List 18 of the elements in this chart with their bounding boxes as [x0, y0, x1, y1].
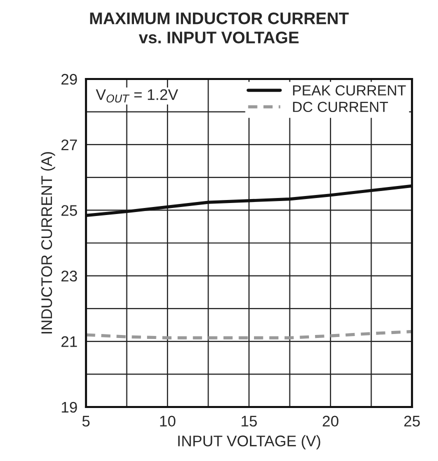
- x-tick-label: 10: [160, 416, 176, 427]
- line-series: [86, 330, 412, 340]
- legend-label: DC CURRENT: [293, 102, 388, 112]
- x-tick-label: 15: [242, 416, 257, 427]
- y-tick-label: 27: [61, 139, 77, 150]
- x-axis-title: INPUT VOLTAGE (V): [178, 435, 320, 450]
- annotation: V$_{OUT}$ = 1.2V: [96, 89, 178, 103]
- x-tick-label: 20: [322, 416, 338, 427]
- chart-title: MAXIMUM INDUCTOR CURRENT vs. INPUT VOLTAGE: [90, 12, 349, 44]
- y-tick-label: 23: [61, 270, 77, 282]
- legend-label: PEAK CURRENT: [293, 85, 406, 96]
- x-tick-label: 25: [404, 416, 420, 427]
- y-axis-title: INDUCTOR CURRENT (A): [40, 152, 56, 334]
- y-tick-label: 25: [61, 205, 78, 216]
- y-tick-label: 29: [61, 74, 77, 85]
- y-tick-label: 21: [61, 336, 77, 347]
- x-tick-label: 5: [82, 416, 90, 427]
- y-tick-label: 19: [62, 402, 77, 413]
